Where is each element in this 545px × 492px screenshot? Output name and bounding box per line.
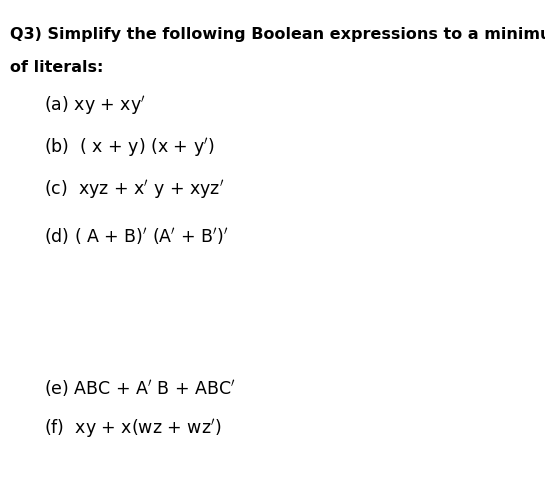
Text: (b)  ( x + y) (x + y$^{\prime}$): (b) ( x + y) (x + y$^{\prime}$) — [44, 136, 214, 159]
Text: of literals:: of literals: — [10, 60, 103, 75]
Text: Q3) Simplify the following Boolean expressions to a minimum number: Q3) Simplify the following Boolean expre… — [10, 27, 545, 42]
Text: (d) ( A + B)$^{\prime}$ (A$^{\prime}$ + B$^{\prime}$)$^{\prime}$: (d) ( A + B)$^{\prime}$ (A$^{\prime}$ + … — [44, 226, 228, 246]
Text: (c)  xyz + x$^{\prime}$ y + xyz$^{\prime}$: (c) xyz + x$^{\prime}$ y + xyz$^{\prime}… — [44, 178, 224, 201]
Text: (a) xy + xy$^{\prime}$: (a) xy + xy$^{\prime}$ — [44, 94, 146, 117]
Text: (e) ABC + A$^{\prime}$ B + ABC$^{\prime}$: (e) ABC + A$^{\prime}$ B + ABC$^{\prime}… — [44, 378, 235, 399]
Text: (f)  xy + x(wz + wz$^{\prime}$): (f) xy + x(wz + wz$^{\prime}$) — [44, 417, 221, 439]
